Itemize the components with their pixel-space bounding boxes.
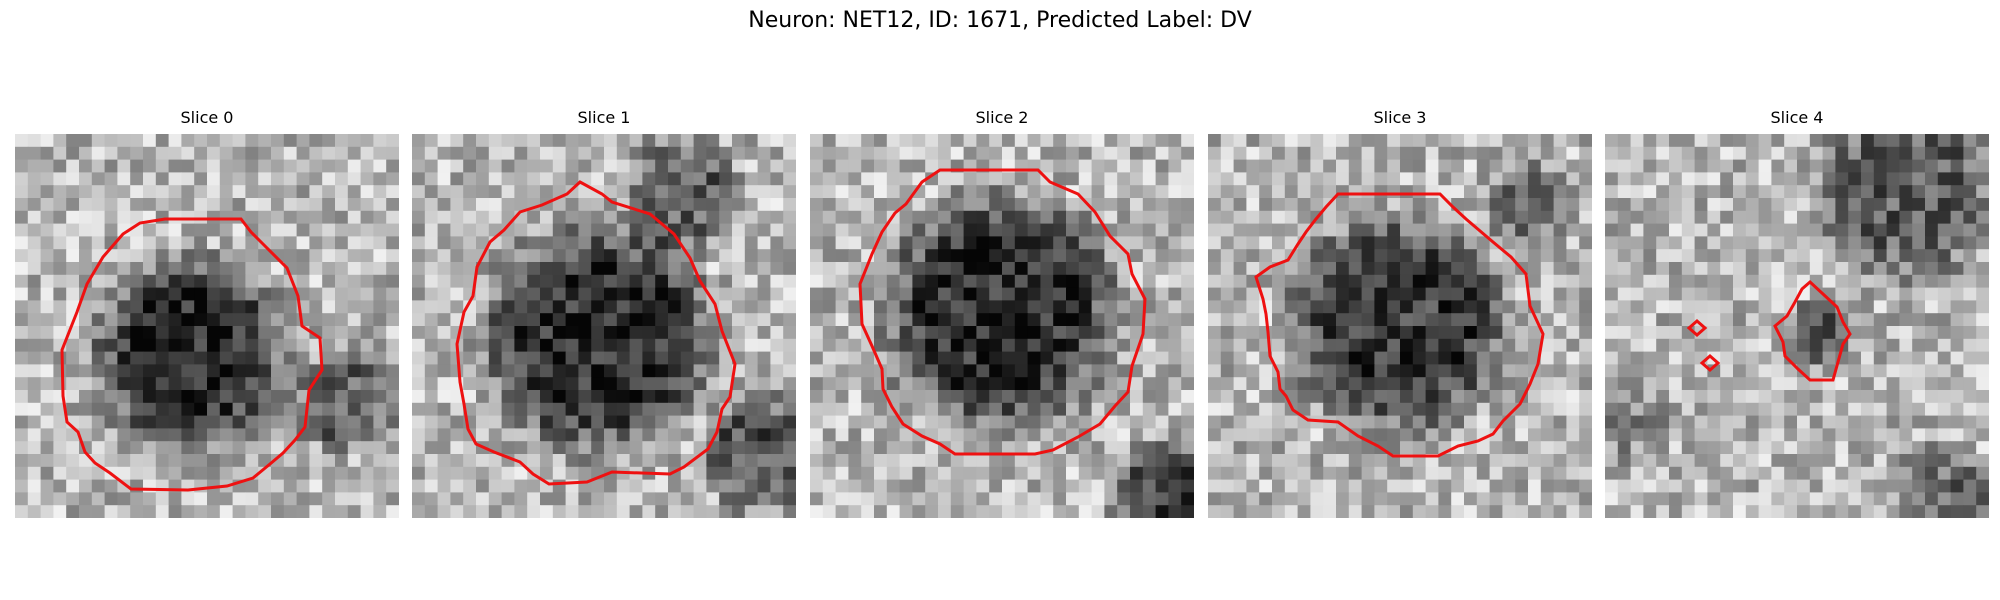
slice-title-4: Slice 4 bbox=[1770, 108, 1824, 127]
grayscale-pixels bbox=[1208, 134, 1592, 518]
contour-4-small-a bbox=[1686, 319, 1708, 337]
contour-3 bbox=[1254, 192, 1545, 458]
slice-title-2: Slice 2 bbox=[975, 108, 1029, 127]
slice-image-4 bbox=[1605, 134, 1989, 518]
slice-panel-0: Slice 0 bbox=[15, 108, 399, 518]
contour-0 bbox=[60, 217, 324, 492]
slice-image-3 bbox=[1208, 134, 1592, 518]
figure-title: Neuron: NET12, ID: 1671, Predicted Label… bbox=[748, 8, 1252, 33]
contour-1 bbox=[455, 180, 737, 486]
grayscale-pixels bbox=[15, 134, 399, 518]
slice-title-0: Slice 0 bbox=[180, 108, 234, 127]
contour-2 bbox=[858, 168, 1147, 456]
contour-4-small-b bbox=[1699, 354, 1721, 372]
slice-panel-1: Slice 1 bbox=[412, 108, 796, 518]
grayscale-pixels bbox=[810, 134, 1194, 518]
slice-title-1: Slice 1 bbox=[577, 108, 631, 127]
slice-panel-2: Slice 2 bbox=[810, 108, 1194, 518]
slice-title-3: Slice 3 bbox=[1373, 108, 1427, 127]
slice-panel-3: Slice 3 bbox=[1208, 108, 1592, 518]
grayscale-pixels bbox=[1605, 134, 1989, 518]
grayscale-pixels bbox=[412, 134, 796, 518]
contour-4-main bbox=[1773, 279, 1852, 382]
slice-image-0 bbox=[15, 134, 399, 518]
slice-image-2 bbox=[810, 134, 1194, 518]
slice-image-1 bbox=[412, 134, 796, 518]
slice-panel-4: Slice 4 bbox=[1605, 108, 1989, 518]
